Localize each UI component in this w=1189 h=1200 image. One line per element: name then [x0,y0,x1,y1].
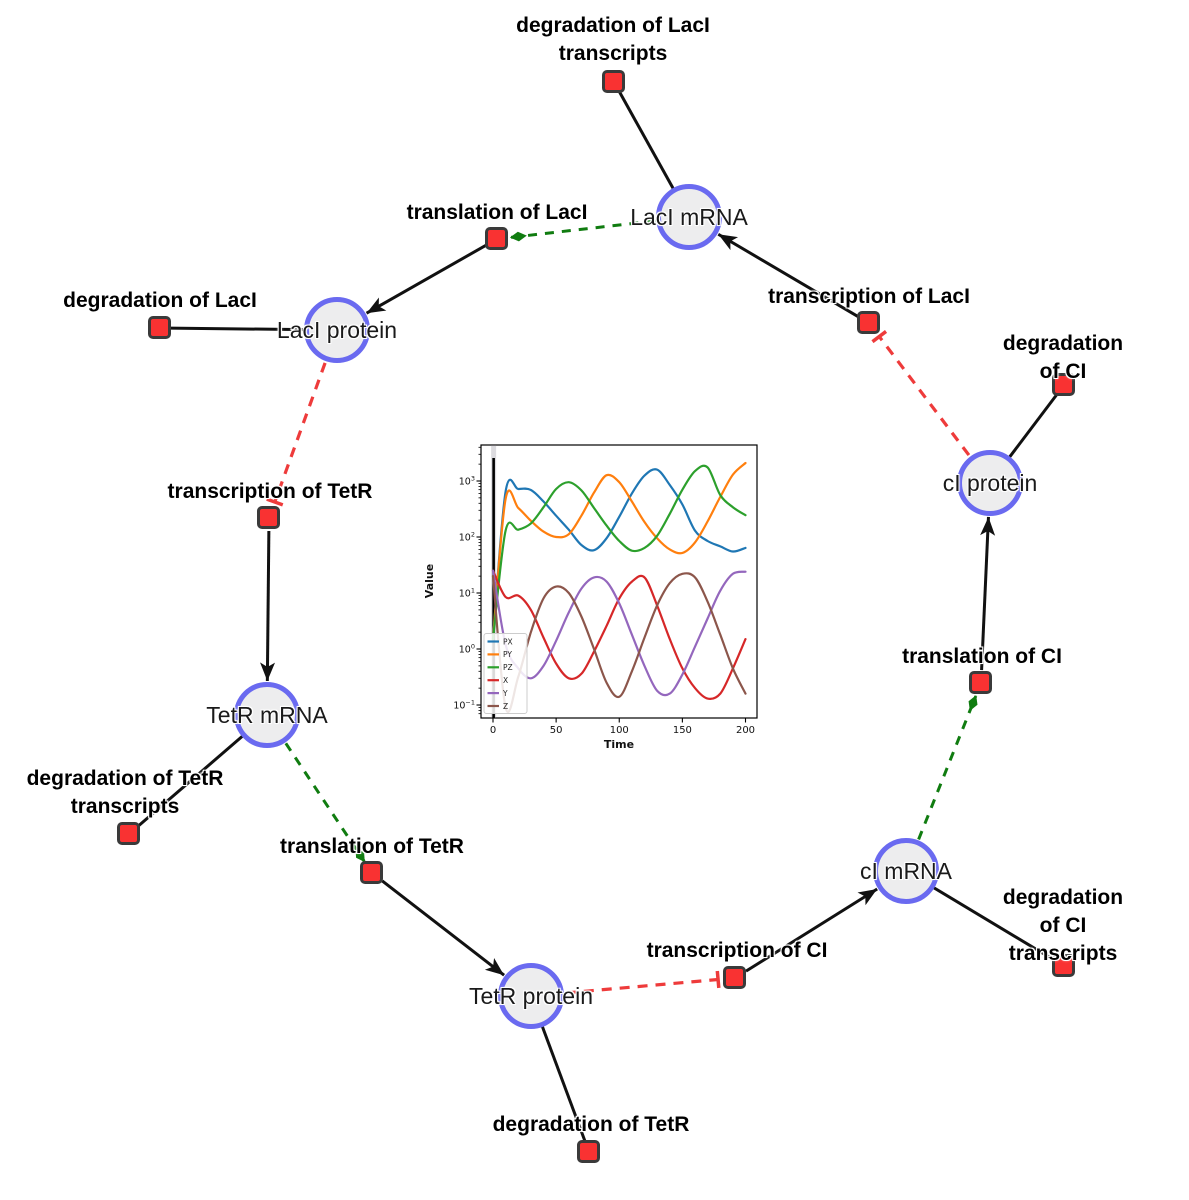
reaction-label-transcription-ci: transcription of CI [646,939,828,962]
reactant-edge-ci-protein-to-deg-ci [1008,392,1060,459]
modifier-edge-tetr-mrna-to-translation-tetr [284,742,366,863]
y-axis-title: Value [423,564,436,598]
x-tick-label: 50 [550,725,563,736]
x-axis-title: Time [604,738,634,751]
product-edge-transcription-ci-to-ci-mrna [745,887,878,973]
product-edge-transcription-laci-to-laci-mrna [717,232,859,318]
y-tick-label: 103 [459,475,475,488]
y-tick-label: 10−1 [453,699,475,712]
reaction-label-deg-tetr-transcripts: degradation of TetR transcripts [26,767,224,818]
reaction-node-deg-tetr-transcripts [117,822,140,845]
y-tick-label: 100 [459,643,475,656]
reaction-node-transcription-ci [723,966,746,989]
x-tick-label: 100 [610,725,629,736]
product-edge-translation-ci-to-ci-protein [980,516,996,671]
reactant-edge-tetr-protein-to-deg-tetr [540,1025,587,1144]
modifier-edge-ci-mrna-to-translation-ci [917,695,978,840]
species-label-tetr-protein: TetR protein [468,983,594,1009]
reactant-edge-laci-protein-to-deg-laci [169,326,306,332]
species-node-laci-protein [304,297,370,363]
reaction-node-translation-tetr [360,861,383,884]
product-edge-translation-tetr-to-tetr-protein [381,879,506,977]
reaction-node-deg-tetr [577,1140,600,1163]
legend-label-PZ: PZ [503,663,513,672]
legend-label-Y: Y [502,689,508,698]
reaction-label-deg-ci: degradation of CI [1002,332,1124,383]
legend-label-X: X [503,676,508,685]
inhibition-edge-laci-protein-to-transcription-tetr [266,362,327,507]
species-label-laci-mrna: LacI mRNA [630,204,748,230]
series-line-Z [491,572,747,713]
modifier-edge-laci-mrna-to-translation-laci [509,219,656,242]
series-line-X [491,569,747,701]
x-tick-label: 200 [736,725,755,736]
legend-label-Z: Z [503,702,508,711]
species-node-tetr-protein [498,963,564,1029]
reaction-node-deg-laci-transcripts [602,70,625,93]
reaction-label-translation-tetr: translation of TetR [280,835,464,858]
reaction-node-deg-ci [1052,373,1075,396]
reactant-edge-tetr-mrna-to-deg-tetr-transcripts [135,734,244,829]
product-edge-translation-laci-to-laci-protein [365,244,487,315]
species-node-ci-mrna [873,838,939,904]
species-label-ci-mrna: cI mRNA [860,858,952,884]
reaction-node-deg-laci [148,316,171,339]
species-node-tetr-mrna [234,682,300,748]
reaction-label-translation-ci: translation of CI [902,645,1062,668]
y-tick-label: 102 [459,531,475,544]
reaction-node-transcription-laci [857,311,880,334]
reaction-label-deg-ci-transcripts: degradation of CI transcripts [1002,886,1124,965]
inhibition-edge-tetr-protein-to-transcription-ci [565,970,721,995]
reaction-label-transcription-laci: transcription of LacI [768,285,970,308]
species-label-ci-protein: cI protein [942,470,1038,496]
legend-label-PY: PY [503,650,512,659]
species-label-tetr-mrna: TetR mRNA [206,702,328,728]
species-node-ci-protein [957,450,1023,516]
series-line-PX [491,468,747,641]
reaction-label-deg-laci-transcripts: degradation of LacI transcripts [516,14,710,65]
inhibition-edge-ci-protein-to-transcription-laci [871,330,971,457]
species-label-laci-protein: LacI protein [276,317,398,343]
series-line-Y [491,569,747,697]
reaction-node-translation-ci [969,671,992,694]
reaction-node-translation-laci [485,227,508,250]
product-edge-transcription-tetr-to-tetr-mrna [260,530,276,682]
plot-curves [491,445,747,718]
x-tick-label: 150 [673,725,692,736]
timecourse-inset-plot: 103 102 101 100 10−1 0 50 100 150 200 Time Value PX P… [423,444,758,751]
series-line-PZ [491,464,747,641]
reaction-label-translation-laci: translation of LacI [406,201,588,224]
series-line-PY [491,461,747,641]
reaction-node-deg-ci-transcripts [1052,954,1075,977]
reaction-label-deg-tetr: degradation of TetR [492,1113,690,1136]
x-tick-label: 0 [490,725,496,736]
legend-label-PX: PX [503,637,513,646]
species-node-laci-mrna [656,184,722,250]
y-tick-label: 101 [459,587,475,600]
reaction-label-deg-laci: degradation of LacI [63,289,257,312]
reaction-node-transcription-tetr [257,506,280,529]
reaction-label-transcription-tetr: transcription of TetR [167,480,373,503]
reactant-edge-laci-mrna-to-deg-laci-transcripts [617,90,675,190]
reactant-edge-ci-mrna-to-deg-ci-transcripts [932,886,1057,963]
